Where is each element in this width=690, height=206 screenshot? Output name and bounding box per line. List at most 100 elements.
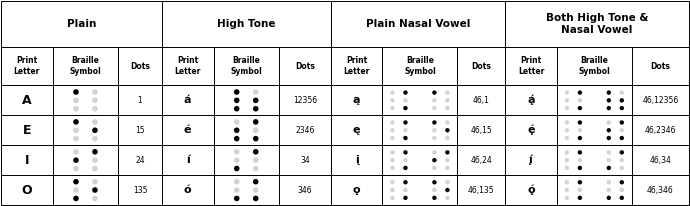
Bar [505, 145, 557, 175]
Text: á: á [184, 95, 191, 105]
Circle shape [564, 150, 569, 154]
Text: Both High Tone &
Nasal Vowel: Both High Tone & Nasal Vowel [546, 13, 648, 35]
Circle shape [391, 188, 395, 192]
Circle shape [403, 166, 408, 170]
Circle shape [253, 196, 259, 201]
Circle shape [432, 180, 437, 185]
Bar [279, 47, 331, 85]
Circle shape [564, 188, 569, 192]
Bar [632, 47, 689, 85]
Text: 24: 24 [135, 156, 145, 165]
Text: į: į [355, 155, 359, 165]
Text: Braille
Symbol: Braille Symbol [230, 56, 262, 76]
Text: ę: ę [353, 125, 360, 135]
Text: Dots: Dots [651, 62, 670, 71]
Bar [382, 47, 457, 85]
Bar [118, 145, 161, 175]
Circle shape [578, 98, 582, 103]
Circle shape [620, 180, 624, 185]
Circle shape [391, 128, 395, 132]
Bar [52, 85, 118, 115]
Bar [557, 175, 632, 205]
Circle shape [73, 149, 79, 154]
Text: Print
Letter: Print Letter [175, 56, 201, 76]
Circle shape [445, 90, 450, 95]
Bar [1, 115, 52, 145]
Circle shape [73, 166, 79, 171]
Bar [1, 1, 161, 47]
Circle shape [92, 157, 98, 163]
Circle shape [234, 187, 239, 193]
Bar [557, 145, 632, 175]
Bar [505, 47, 557, 85]
Text: 34: 34 [300, 156, 310, 165]
Circle shape [564, 180, 569, 185]
Circle shape [234, 106, 239, 111]
Circle shape [445, 106, 450, 110]
Text: Print
Letter: Print Letter [14, 56, 40, 76]
Circle shape [73, 128, 79, 133]
Text: I: I [25, 154, 29, 167]
Circle shape [432, 120, 437, 125]
Bar [213, 175, 279, 205]
Circle shape [445, 150, 450, 154]
Bar [161, 145, 213, 175]
Text: Dots: Dots [130, 62, 150, 71]
Circle shape [432, 90, 437, 95]
Circle shape [578, 150, 582, 154]
Bar [213, 115, 279, 145]
Bar [161, 175, 213, 205]
Text: 46,24: 46,24 [471, 156, 492, 165]
Circle shape [620, 106, 624, 110]
Text: Plain: Plain [67, 19, 96, 29]
Circle shape [234, 136, 239, 142]
Circle shape [92, 98, 98, 103]
Circle shape [403, 136, 408, 140]
Circle shape [564, 136, 569, 140]
Text: 2346: 2346 [295, 126, 315, 135]
Bar [557, 85, 632, 115]
Circle shape [391, 158, 395, 162]
Text: Print
Letter: Print Letter [344, 56, 370, 76]
Circle shape [253, 166, 259, 171]
Circle shape [445, 136, 450, 140]
Circle shape [432, 106, 437, 110]
Bar [161, 1, 331, 47]
Circle shape [403, 106, 408, 110]
Circle shape [73, 179, 79, 185]
Text: 46,15: 46,15 [471, 126, 492, 135]
Bar [505, 85, 557, 115]
Text: A: A [22, 94, 32, 107]
Text: E: E [23, 124, 31, 137]
Circle shape [620, 158, 624, 162]
Circle shape [391, 120, 395, 125]
Bar [331, 47, 382, 85]
Circle shape [607, 128, 611, 132]
Circle shape [92, 149, 98, 154]
Bar [161, 115, 213, 145]
Bar [382, 145, 457, 175]
Bar [382, 85, 457, 115]
Circle shape [607, 98, 611, 103]
Bar [331, 115, 382, 145]
Text: 46,12356: 46,12356 [642, 96, 678, 105]
Circle shape [92, 179, 98, 185]
Text: ą: ą [353, 95, 360, 105]
Circle shape [432, 166, 437, 170]
Circle shape [445, 98, 450, 103]
Circle shape [234, 157, 239, 163]
Circle shape [578, 166, 582, 170]
Text: High Tone: High Tone [217, 19, 275, 29]
Circle shape [403, 150, 408, 154]
Circle shape [445, 180, 450, 185]
Circle shape [564, 120, 569, 125]
Text: ą́: ą́ [527, 95, 535, 105]
Circle shape [234, 196, 239, 201]
Bar [52, 47, 118, 85]
Circle shape [234, 89, 239, 95]
Circle shape [403, 120, 408, 125]
Bar [557, 47, 632, 85]
Circle shape [564, 128, 569, 132]
Circle shape [432, 136, 437, 140]
Circle shape [578, 128, 582, 132]
